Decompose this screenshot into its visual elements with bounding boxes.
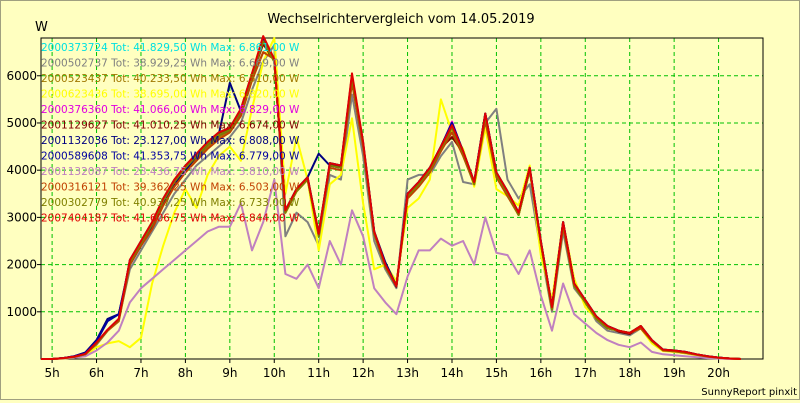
y-tick-label: 6000 xyxy=(6,69,37,83)
footer-credit: SunnyReport pinxit xyxy=(701,387,797,398)
legend-entry: 2000302779 Tot: 40.937,25 Wh Max: 6.733,… xyxy=(41,197,300,209)
x-tick-label: 6h xyxy=(89,366,104,380)
x-tick-label: 16h xyxy=(529,366,552,380)
legend-entry: 2001129627 Tot: 41.010,25 Wh Max: 6.674,… xyxy=(41,120,300,132)
legend-entry: 2000523437 Tot: 40.233,50 Wh Max: 6.510,… xyxy=(41,73,300,85)
x-tick-label: 10h xyxy=(263,366,286,380)
legend: 2000373724 Tot: 41.829,50 Wh Max: 6.861,… xyxy=(41,42,300,225)
legend-entry: 2000316121 Tot: 39.362,25 Wh Max: 6.503,… xyxy=(41,182,300,194)
y-tick-label: 2000 xyxy=(6,258,37,272)
series-line xyxy=(41,35,741,360)
x-tick-label: 18h xyxy=(618,366,641,380)
y-axis-label: W xyxy=(35,20,48,35)
legend-entry: 2000502737 Tot: 38.929,25 Wh Max: 6.669,… xyxy=(41,58,300,70)
y-tick-label: 1000 xyxy=(6,305,37,319)
x-tick-label: 8h xyxy=(178,366,193,380)
data-series xyxy=(41,35,741,360)
x-tick-label: 5h xyxy=(44,366,59,380)
x-tick-label: 15h xyxy=(485,366,508,380)
legend-entry: 2001132087 Tot: 23.436,75 Wh Max: 3.810,… xyxy=(41,166,300,178)
legend-entry: 2001132036 Tot: 23.127,00 Wh Max: 6.808,… xyxy=(41,135,300,147)
legend-entry: 2000623436 Tot: 38.695,00 Wh Max: 6.820,… xyxy=(41,89,300,101)
x-tick-label: 19h xyxy=(663,366,686,380)
chart-title: Wechselrichtervergleich vom 14.05.2019 xyxy=(267,12,534,27)
x-tick-label: 17h xyxy=(574,366,597,380)
x-tick-label: 20h xyxy=(707,366,730,380)
legend-entry: 2000589608 Tot: 41.353,75 Wh Max: 6.779,… xyxy=(41,151,300,163)
series-line xyxy=(41,178,741,360)
legend-entry: 2000376360 Tot: 41.066,00 Wh Max: 6.829,… xyxy=(41,104,300,116)
plot-background xyxy=(41,38,763,359)
y-tick-label: 3000 xyxy=(6,210,37,224)
series-line xyxy=(41,44,741,360)
x-tick-label: 9h xyxy=(222,366,237,380)
legend-entry: 2000373724 Tot: 41.829,50 Wh Max: 6.861,… xyxy=(41,42,300,54)
x-tick-label: 12h xyxy=(352,366,375,380)
y-tick-label: 4000 xyxy=(6,163,37,177)
x-tick-label: 7h xyxy=(133,366,148,380)
legend-entry: 2007404187 Tot: 41.606,75 Wh Max: 6.844,… xyxy=(41,213,300,225)
axes xyxy=(40,37,764,360)
x-tick-label: 14h xyxy=(441,366,464,380)
y-tick-labels: 1000 2000 3000 4000 5000 6000 xyxy=(6,69,41,319)
x-tick-labels: 5h 6h 7h 8h 9h 10h 11h 12h 13h 14h 15h 16h 17h 18h 19h… xyxy=(44,359,730,380)
plot-border xyxy=(40,37,764,360)
x-tick-label: 13h xyxy=(396,366,419,380)
plot-area xyxy=(41,38,763,359)
x-tick-label: 11h xyxy=(307,366,330,380)
y-tick-label: 5000 xyxy=(6,116,37,130)
